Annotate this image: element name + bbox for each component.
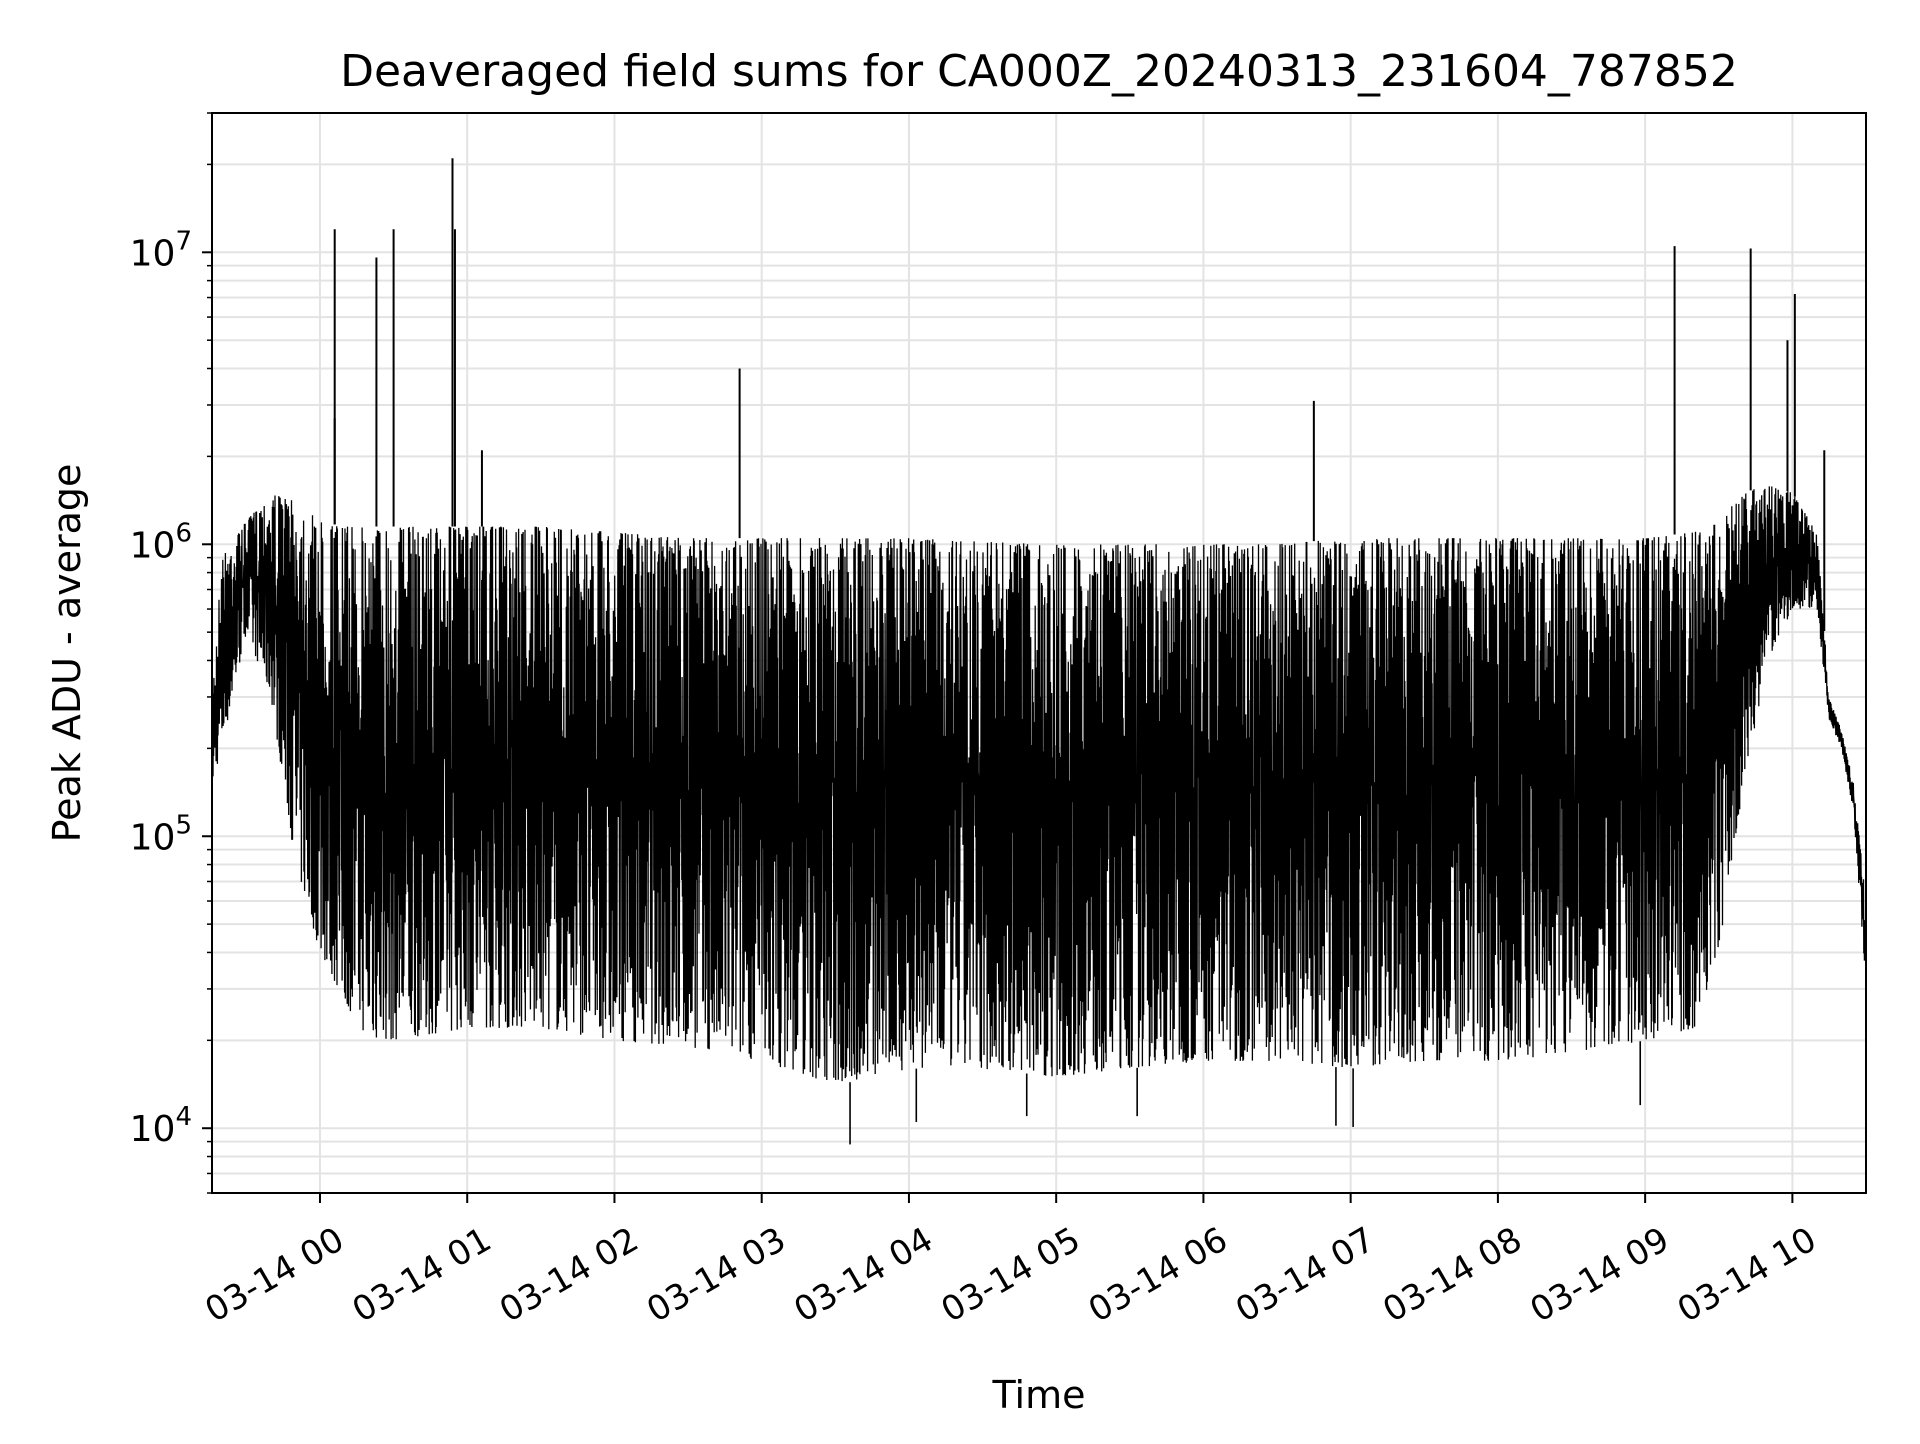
data-layer — [211, 158, 1867, 1145]
y-axis-label: Peak ADU - average — [45, 464, 89, 843]
chart-title: Deaveraged field sums for CA000Z_2024031… — [340, 46, 1738, 97]
y-tick-label: 107 — [130, 226, 192, 274]
y-tick-label: 106 — [130, 518, 192, 566]
y-tick-label: 104 — [130, 1102, 192, 1150]
y-tick-label: 105 — [130, 810, 192, 858]
plot-frame — [211, 112, 1867, 1194]
series-line — [211, 486, 1867, 1082]
x-axis-label: Time — [992, 1373, 1086, 1417]
